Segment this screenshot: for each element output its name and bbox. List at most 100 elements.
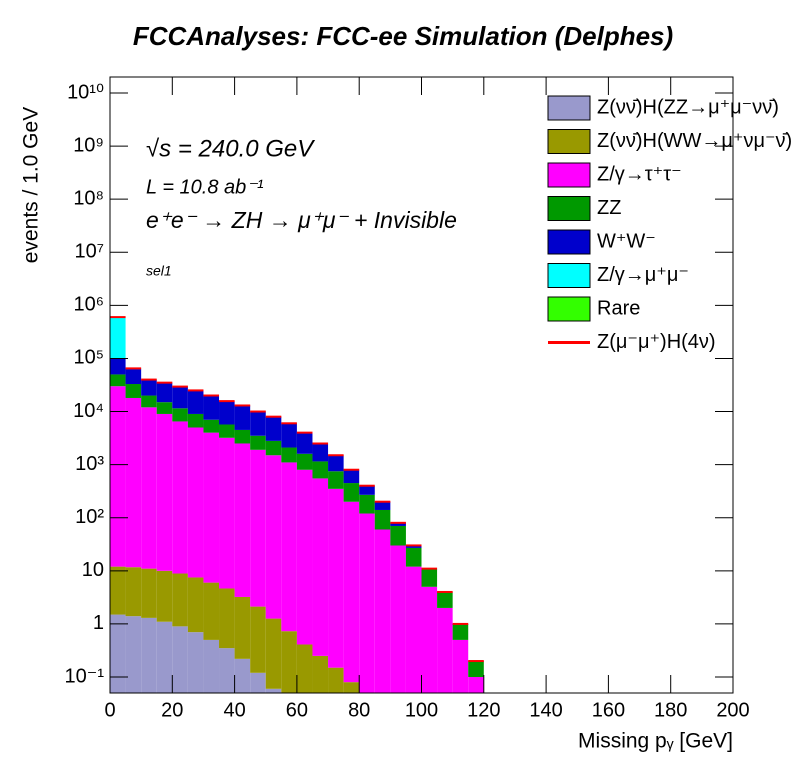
histogram-bar	[219, 588, 235, 649]
histogram-bar	[141, 568, 157, 618]
y-tick-label: 10	[82, 559, 104, 581]
y-tick-label: 10⁻¹	[65, 665, 105, 687]
x-tick-label: 140	[529, 699, 562, 721]
x-tick-label: 20	[161, 699, 183, 721]
histogram-bar	[156, 382, 173, 403]
y-tick-label: 10⁴	[73, 400, 104, 422]
legend-swatch	[547, 196, 591, 221]
histogram-bar	[281, 447, 297, 463]
histogram-bar	[219, 401, 235, 425]
histogram-bar	[281, 423, 297, 448]
legend-label: Z(νν̄)H(WW→μ⁺νμ⁻ν̄)	[597, 130, 792, 152]
y-tick-label: 10²	[75, 506, 104, 528]
histogram-bar	[156, 413, 173, 571]
histogram-bar	[172, 408, 188, 422]
histogram-bar	[234, 405, 251, 430]
y-tick-label: 10⁹	[73, 134, 104, 156]
histogram-bar	[110, 614, 126, 693]
x-tick-label: 180	[654, 699, 687, 721]
histogram-bar	[343, 483, 360, 502]
histogram-bar	[343, 469, 360, 484]
histogram-bar	[250, 672, 266, 693]
histogram-bar	[452, 639, 469, 693]
legend-label: Z(νν̄)H(ZZ→μ⁺μ⁻νν̄)	[597, 96, 779, 118]
legend-swatch	[547, 95, 591, 121]
histogram-bar	[265, 416, 282, 441]
histogram-bar	[343, 682, 360, 693]
histogram-bar	[328, 488, 344, 668]
histogram-bar	[250, 606, 266, 673]
annotation: e⁺e⁻ → ZH → μ⁺μ⁻ + Invisible	[146, 207, 457, 233]
histogram-bar	[312, 655, 329, 693]
x-tick-label: 60	[286, 699, 308, 721]
x-tick-label: 200	[716, 699, 749, 721]
histogram-bar	[421, 586, 438, 693]
y-axis-label: events / 1.0 GeV	[20, 107, 43, 263]
histogram-bar	[374, 501, 391, 510]
y-tick-label: 10⁶	[74, 294, 104, 316]
x-tick-label: 0	[104, 699, 115, 721]
histogram-bar	[234, 429, 251, 444]
x-axis-label: Missing pᵧ [GeV]	[578, 730, 733, 753]
y-tick-label: 10⁵	[73, 347, 104, 369]
histogram-bar	[187, 632, 204, 693]
histogram-bar	[405, 566, 422, 693]
histogram-bar	[437, 607, 453, 693]
histogram-bar	[296, 644, 313, 693]
histogram-bar	[359, 513, 375, 693]
annotation: √s = 240.0 GeV	[146, 135, 315, 162]
y-tick-label: 10⁷	[75, 241, 104, 263]
histogram-bar	[172, 421, 188, 574]
histogram-bar	[390, 522, 406, 526]
histogram-bar	[234, 443, 251, 597]
histogram-bar	[468, 677, 484, 693]
histogram-bar	[468, 661, 484, 678]
x-tick-label: 120	[467, 699, 500, 721]
plot-area	[110, 316, 484, 693]
histogram-bar	[172, 573, 188, 627]
histogram-bar	[437, 591, 453, 608]
histogram-bar	[296, 453, 313, 470]
histogram-bar	[125, 616, 142, 693]
histogram-bar	[234, 658, 251, 693]
legend-label: Rare	[597, 297, 640, 319]
histogram-bar	[110, 374, 126, 387]
histogram-bar	[390, 545, 406, 693]
legend-label: ZZ	[597, 197, 621, 219]
legend-label: Z/γ→μ⁺μ⁻	[597, 264, 689, 286]
histogram-bar	[203, 639, 220, 693]
histogram-bar	[405, 545, 422, 548]
annotation: sel1	[146, 263, 172, 279]
y-tick-label: 10³	[75, 453, 104, 475]
histogram-bar	[219, 437, 235, 589]
histogram-bar	[250, 449, 266, 607]
histogram-bar	[187, 413, 204, 428]
histogram-bar	[172, 626, 188, 693]
histogram-bar	[265, 455, 282, 619]
legend-label: Z(μ⁻μ⁺)H(4ν)	[597, 331, 716, 353]
histogram-bar	[281, 462, 297, 632]
histogram-bar	[141, 379, 157, 396]
histogram-bar	[141, 395, 157, 408]
histogram-bar	[156, 570, 173, 622]
histogram-bar	[125, 369, 142, 385]
histogram-bar	[312, 461, 329, 479]
histogram-bar	[141, 617, 157, 693]
histogram-bar	[172, 386, 188, 409]
histogram-bar	[265, 688, 282, 693]
histogram-bar	[250, 411, 266, 436]
histogram-bar	[219, 424, 235, 438]
histogram-bar	[125, 397, 142, 568]
legend-swatch	[547, 129, 591, 154]
histogram-bar	[421, 568, 438, 587]
x-tick-label: 100	[405, 699, 438, 721]
histogram-bar	[312, 443, 329, 462]
histogram-bar	[110, 317, 126, 359]
histogram-bar	[187, 390, 204, 414]
histogram-bar	[296, 469, 313, 645]
histogram-bar	[328, 455, 344, 472]
histogram-bar	[141, 407, 157, 569]
histogram-bar	[405, 547, 422, 567]
legend-label: Z/γ→τ⁺τ⁻	[597, 163, 682, 185]
